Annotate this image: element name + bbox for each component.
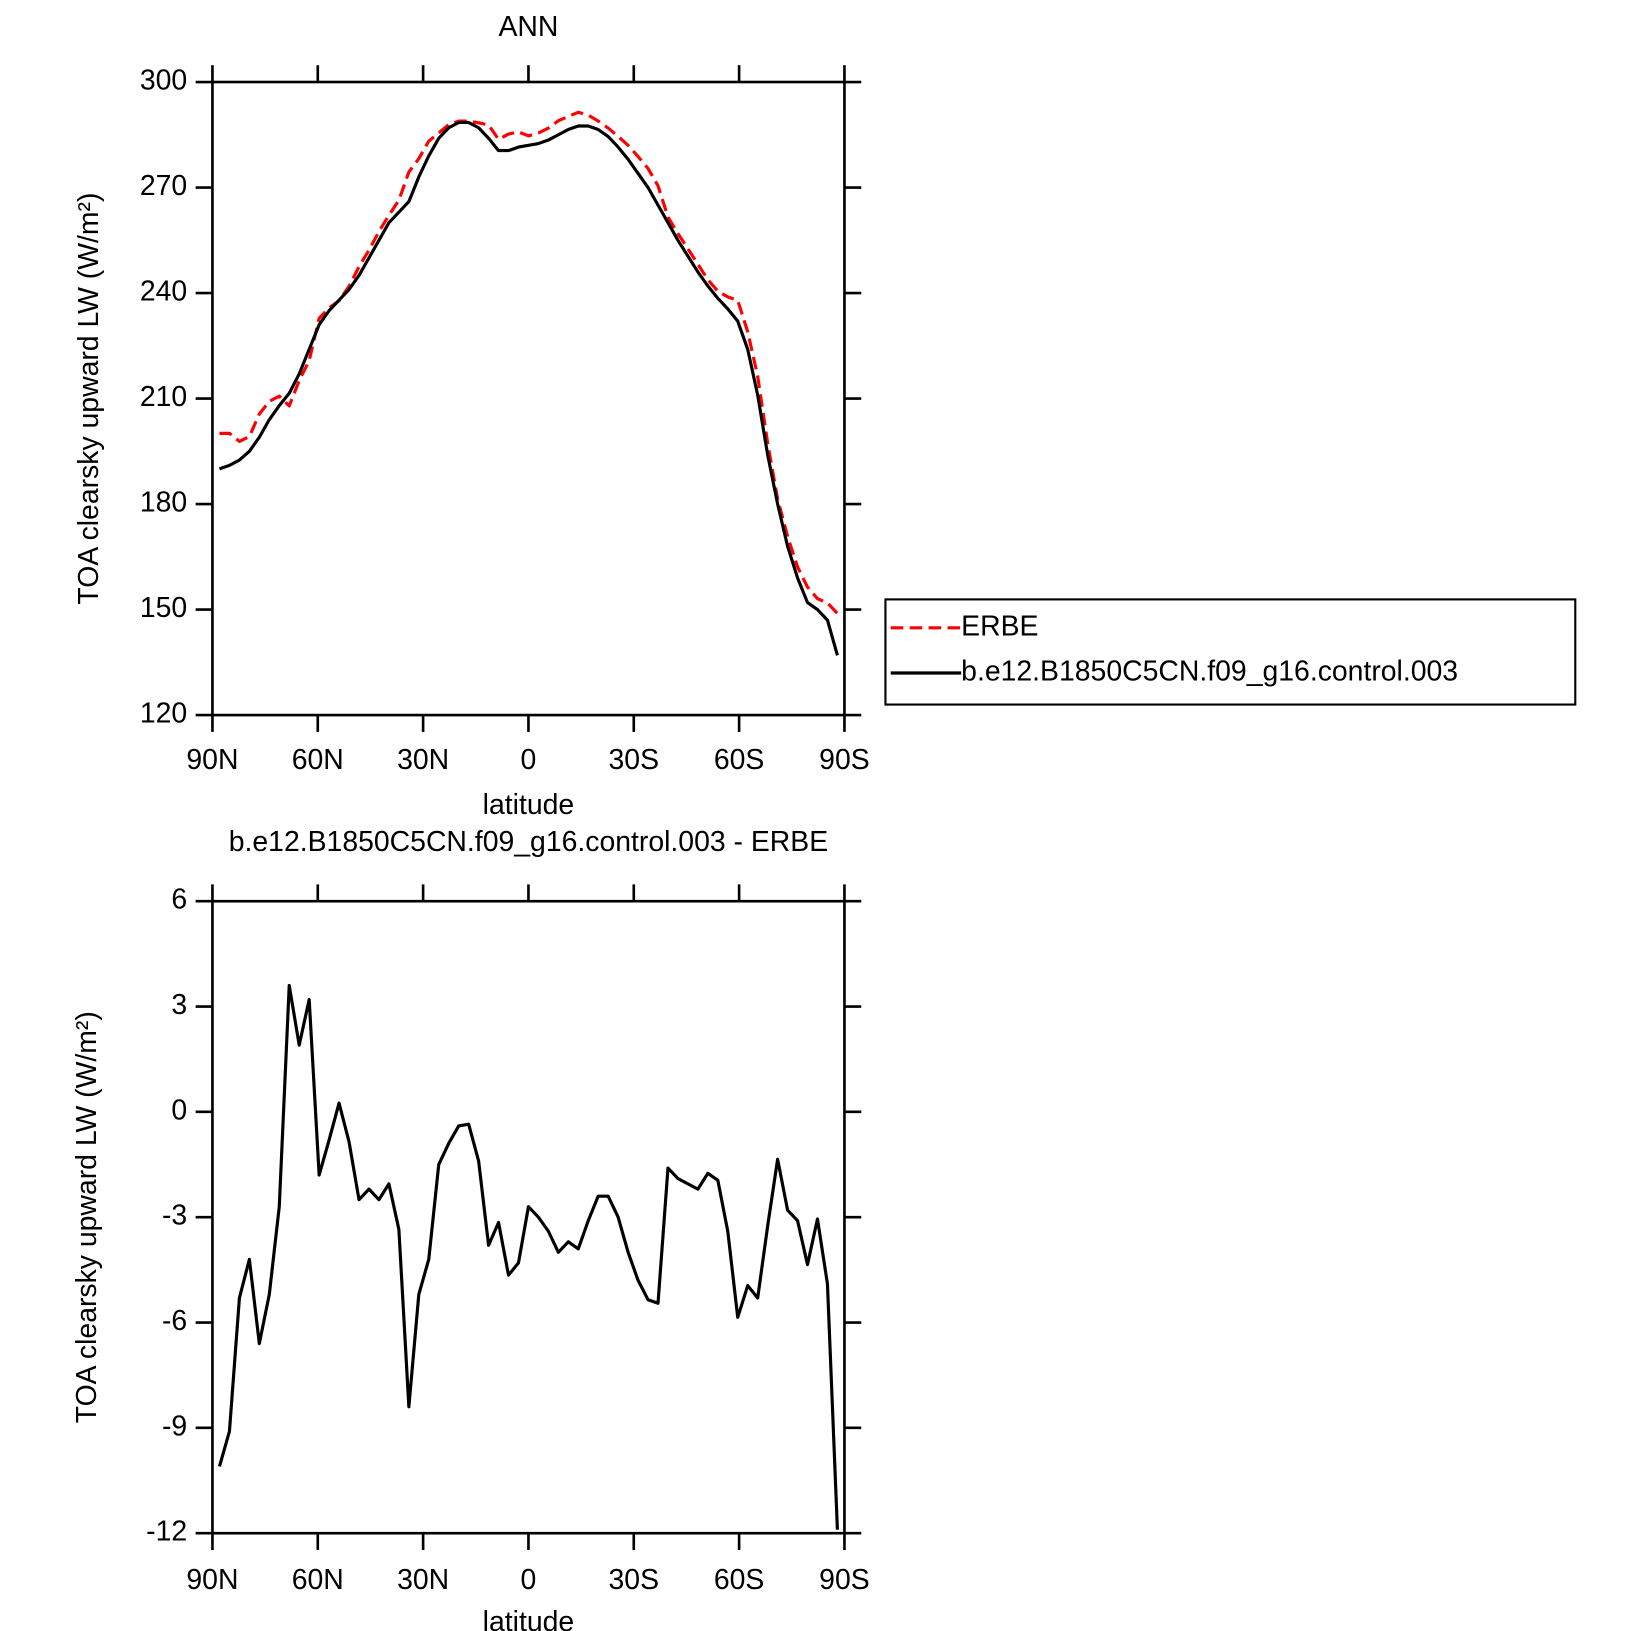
plot-frame [211, 899, 846, 1535]
x-tick-label: 0 [521, 1564, 537, 1596]
x-tick-label: 60N [292, 744, 344, 776]
y-tick-label: -12 [146, 1516, 187, 1548]
x-tick-label: 30N [397, 744, 449, 776]
data-line [217, 983, 839, 1530]
x-tick-label: 0 [521, 744, 537, 776]
plot-frame [211, 80, 846, 717]
y-tick-label: 0 [171, 1094, 187, 1126]
y-tick-label: 150 [140, 592, 187, 624]
x-axis-label: latitude [483, 789, 575, 821]
x-tick-label: 30N [397, 1564, 449, 1596]
y-tick-label: 270 [140, 170, 187, 202]
chart-title: b.e12.B1850C5CN.f09_g16.control.003 - ER… [229, 826, 828, 858]
chart-title: ANN [498, 11, 558, 43]
legend-box [884, 598, 1577, 706]
data-line [218, 120, 839, 656]
y-tick-label: -9 [162, 1410, 187, 1442]
y-axis-label: TOA clearsky upward LW (W/m²) [73, 193, 105, 605]
x-tick-label: 60N [292, 1564, 344, 1596]
x-tick-label: 60S [714, 1564, 765, 1596]
y-tick-label: 180 [140, 487, 187, 519]
y-tick-label: 120 [140, 698, 187, 730]
x-tick-label: 30S [609, 1564, 660, 1596]
y-tick-label: 6 [171, 884, 187, 916]
y-tick-label: 300 [140, 65, 187, 97]
x-tick-label: 90N [186, 744, 238, 776]
x-tick-label: 90N [186, 1564, 238, 1596]
y-tick-label: 210 [140, 381, 187, 413]
x-tick-label: 90S [819, 1564, 870, 1596]
legend-label: b.e12.B1850C5CN.f09_g16.control.003 [961, 656, 1458, 688]
x-tick-label: 60S [714, 744, 765, 776]
x-tick-label: 90S [819, 744, 870, 776]
y-axis-label: TOA clearsky upward LW (W/m²) [71, 1011, 103, 1423]
y-tick-label: -3 [162, 1200, 187, 1232]
y-tick-label: 3 [171, 989, 187, 1021]
data-line [219, 110, 839, 615]
x-tick-label: 30S [609, 744, 660, 776]
y-tick-label: 240 [140, 276, 187, 308]
y-tick-label: -6 [162, 1305, 187, 1337]
x-axis-label: latitude [483, 1606, 575, 1631]
legend-label: ERBE [961, 610, 1038, 642]
